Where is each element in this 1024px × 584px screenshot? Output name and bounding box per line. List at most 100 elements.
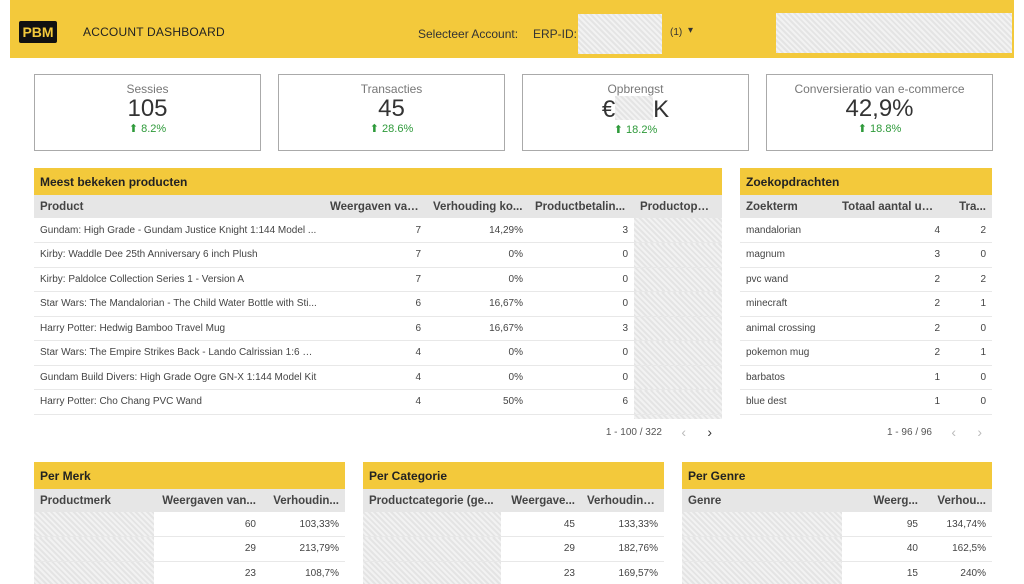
table-row[interactable]: Star Wars: The Empire Strikes Back - Lan… (34, 340, 722, 366)
column-header-transactions[interactable]: Tra... (946, 195, 992, 218)
table-row[interactable]: Harry Potter: Cho Chang PVC Wand 4 50% 6 (34, 389, 722, 415)
name-cell-redacted (363, 536, 501, 562)
table-row[interactable]: 23 169,57% (363, 561, 664, 584)
table-row[interactable]: Kirby: Waddle Dee 25th Anniversary 6 inc… (34, 242, 722, 268)
column-header-ratio[interactable]: Verhouding ko... (427, 195, 529, 218)
total-unique-cell: 1 (836, 365, 946, 390)
per-category-table: Productcategorie (ge... Weergave... Verh… (363, 489, 664, 584)
checkouts-cell: 0 (529, 414, 634, 419)
chevron-right-icon[interactable]: › (977, 424, 982, 440)
up-arrow-icon: ⬆ (613, 124, 623, 136)
caret-down-icon[interactable]: ▾ (688, 25, 694, 36)
table-row[interactable]: 60 103,33% (34, 512, 345, 537)
table-row[interactable]: Kirby: Paldolce Collection Series 1 - Ve… (34, 267, 722, 292)
views-cell: 60 (154, 512, 262, 537)
per-category-panel: Per Categorie Productcategorie (ge... We… (363, 462, 664, 584)
table-row[interactable]: 29 213,79% (34, 536, 345, 562)
transactions-cell: 0 (946, 365, 992, 390)
panel-title: Per Categorie (363, 462, 664, 489)
views-cell: 7 (324, 218, 427, 243)
column-header-views[interactable]: Weergaven van... (324, 195, 427, 218)
table-row[interactable]: Gundam Build Divers: High Grade Ogre GN-… (34, 365, 722, 390)
kpi-value: € K (523, 96, 748, 123)
total-unique-cell: 2 (836, 340, 946, 366)
views-cell: 7 (324, 267, 427, 292)
column-header-checkouts[interactable]: Productbetalin... (529, 195, 634, 218)
product-name-cell: Harry Potter: Cho Chang PVC Wand (34, 389, 324, 415)
ratio-cell: 50% (427, 389, 529, 415)
column-header-brand[interactable]: Productmerk (34, 489, 154, 512)
erp-id-value-redacted[interactable] (578, 14, 662, 54)
table-row[interactable]: 40 162,5% (682, 536, 992, 562)
views-cell: 29 (501, 536, 581, 562)
column-header-ratio[interactable]: Verhou... (924, 489, 992, 512)
product-name-cell: Gundam: High Grade - Gundam Justice Knig… (34, 218, 324, 243)
chevron-left-icon[interactable]: ‹ (951, 424, 956, 440)
search-table-scroll[interactable]: Zoekterm Totaal aantal uni... Tra... man… (740, 195, 992, 419)
table-row[interactable]: Kirby: Marx 6 inch Plush40%0 (34, 414, 722, 419)
column-header-product[interactable]: Product (34, 195, 324, 218)
column-header-category[interactable]: Productcategorie (ge... (363, 489, 501, 512)
checkouts-cell: 6 (529, 389, 634, 415)
table-row[interactable]: 15 240% (682, 561, 992, 584)
revenue-cell-redacted (634, 365, 722, 390)
column-header-total-unique[interactable]: Totaal aantal uni... (836, 195, 946, 218)
table-row[interactable]: mandalorian 4 2 (740, 218, 992, 243)
panel-title: Per Genre (682, 462, 992, 489)
views-cell: 15 (842, 561, 924, 584)
ratio-cell: 240% (924, 561, 992, 584)
column-header-ratio[interactable]: Verhoudin... (262, 489, 345, 512)
kpi-label: Opbrengst (607, 82, 664, 96)
ratio-cell: 133,33% (581, 512, 664, 537)
kpi-card-revenue: Opbrengst € K ⬆ 18.2% (522, 74, 749, 151)
table-row[interactable]: pokemon mug 2 1 (740, 340, 992, 366)
search-term-cell: blue dest (740, 389, 836, 415)
table-row[interactable]: 23 108,7% (34, 561, 345, 584)
kpi-label: Sessies (126, 82, 169, 96)
search-term-cell: msm 07 (740, 414, 836, 419)
chevron-left-icon[interactable]: ‹ (681, 424, 686, 440)
column-header-search-term[interactable]: Zoekterm (740, 195, 836, 218)
ratio-cell: 0% (427, 340, 529, 366)
table-row[interactable]: 95 134,74% (682, 512, 992, 537)
table-row[interactable]: minecraft 2 1 (740, 291, 992, 317)
products-table-scroll[interactable]: Product Weergaven van... Verhouding ko..… (34, 195, 722, 419)
erp-selection-count[interactable]: (1) (670, 27, 683, 38)
products-table: Product Weergaven van... Verhouding ko..… (34, 195, 722, 419)
column-header-views[interactable]: Weerg... (842, 489, 924, 512)
search-term-cell: barbatos (740, 365, 836, 390)
table-row[interactable]: pvc wand 2 2 (740, 267, 992, 292)
table-row[interactable]: 45 133,33% (363, 512, 664, 537)
per-brand-table: Productmerk Weergaven van... Verhoudin..… (34, 489, 345, 584)
table-row[interactable]: Gundam: High Grade - Gundam Justice Knig… (34, 218, 722, 243)
table-row[interactable]: animal crossing 2 0 (740, 316, 992, 341)
column-header-genre[interactable]: Genre (682, 489, 842, 512)
table-row[interactable]: Harry Potter: Hedwig Bamboo Travel Mug 6 1… (34, 316, 722, 341)
transactions-cell: 1 (946, 291, 992, 317)
column-header-views[interactable]: Weergaven van... (154, 489, 262, 512)
table-row[interactable]: msm 0710 (740, 414, 992, 419)
total-unique-cell: 2 (836, 267, 946, 292)
column-header-ratio[interactable]: Verhouding... (581, 489, 664, 512)
table-row[interactable]: magnum 3 0 (740, 242, 992, 268)
column-header-revenue[interactable]: Productopbr... (634, 195, 722, 218)
views-cell: 4 (324, 414, 427, 419)
table-row[interactable]: Star Wars: The Mandalorian - The Child W… (34, 291, 722, 317)
account-name-redacted[interactable] (776, 13, 1012, 53)
up-arrow-icon: ⬆ (369, 123, 379, 135)
product-name-cell: Star Wars: The Mandalorian - The Child W… (34, 291, 324, 317)
ratio-cell: 16,67% (427, 291, 529, 317)
chevron-right-icon[interactable]: › (707, 424, 712, 440)
name-cell-redacted (682, 512, 842, 537)
views-cell: 23 (154, 561, 262, 584)
views-cell: 45 (501, 512, 581, 537)
kpi-card-sessions: Sessies 105 ⬆ 8.2% (34, 74, 261, 151)
search-table: Zoekterm Totaal aantal uni... Tra... man… (740, 195, 992, 419)
kpi-change: ⬆ 28.6% (279, 122, 504, 135)
table-row[interactable]: blue dest 1 0 (740, 389, 992, 415)
column-header-views[interactable]: Weergave... (501, 489, 581, 512)
name-cell-redacted (363, 561, 501, 584)
views-cell: 7 (324, 242, 427, 268)
table-row[interactable]: 29 182,76% (363, 536, 664, 562)
table-row[interactable]: barbatos 1 0 (740, 365, 992, 390)
